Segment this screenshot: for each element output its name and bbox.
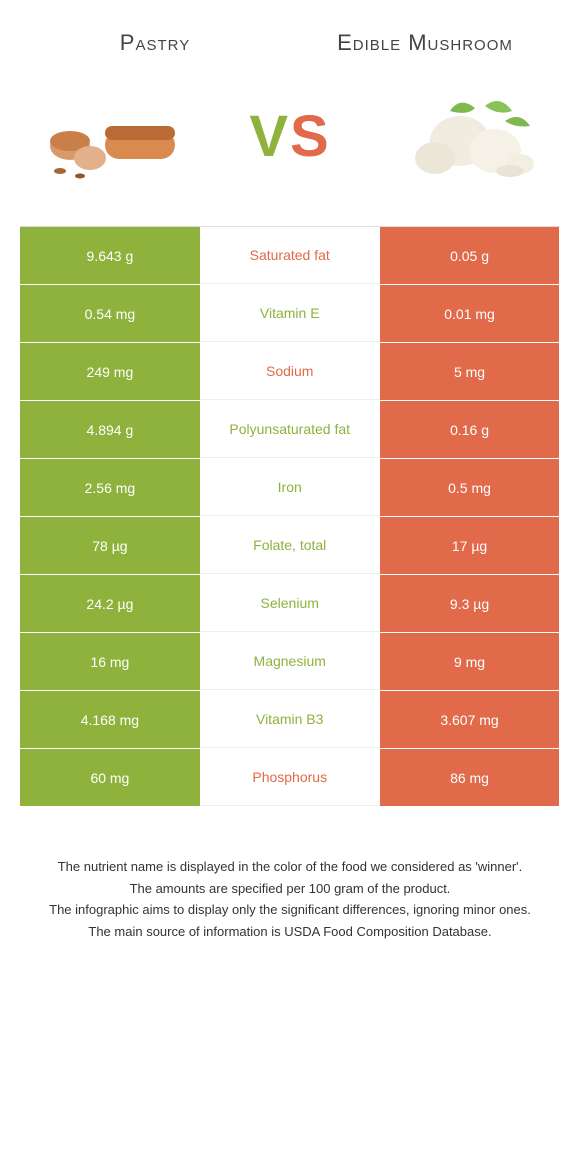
footer: The nutrient name is displayed in the co… [0, 807, 580, 941]
right-value: 3.607 mg [380, 691, 560, 748]
nutrient-name: Folate, total [200, 517, 380, 574]
mushroom-image [390, 76, 550, 196]
food-left-title: Pastry [47, 30, 263, 56]
vs-label: VS [249, 103, 330, 170]
nutrient-row: 4.894 gPolyunsaturated fat0.16 g [20, 401, 560, 459]
nutrient-row: 9.643 gSaturated fat0.05 g [20, 227, 560, 285]
right-value: 0.16 g [380, 401, 560, 458]
nutrient-row: 0.54 mgVitamin E0.01 mg [20, 285, 560, 343]
footer-line: The main source of information is USDA F… [30, 922, 550, 942]
nutrient-name: Phosphorus [200, 749, 380, 806]
left-value: 0.54 mg [20, 285, 200, 342]
left-value: 249 mg [20, 343, 200, 400]
left-value: 16 mg [20, 633, 200, 690]
nutrient-row: 78 µgFolate, total17 µg [20, 517, 560, 575]
right-value: 0.05 g [380, 227, 560, 284]
nutrient-name: Saturated fat [200, 227, 380, 284]
right-value: 9 mg [380, 633, 560, 690]
vs-v: V [249, 104, 290, 169]
nutrient-row: 60 mgPhosphorus86 mg [20, 749, 560, 807]
vs-s: S [290, 104, 331, 169]
nutrient-name: Selenium [200, 575, 380, 632]
nutrient-row: 24.2 µgSelenium9.3 µg [20, 575, 560, 633]
nutrient-row: 2.56 mgIron0.5 mg [20, 459, 560, 517]
pastry-image [30, 76, 190, 196]
nutrient-row: 16 mgMagnesium9 mg [20, 633, 560, 691]
food-right-title: Edible Mushroom [317, 30, 533, 56]
nutrient-name: Magnesium [200, 633, 380, 690]
left-value: 2.56 mg [20, 459, 200, 516]
footer-line: The nutrient name is displayed in the co… [30, 857, 550, 877]
right-value: 5 mg [380, 343, 560, 400]
nutrient-name: Sodium [200, 343, 380, 400]
images-row: VS [0, 66, 580, 226]
right-value: 0.01 mg [380, 285, 560, 342]
right-value: 9.3 µg [380, 575, 560, 632]
nutrient-row: 4.168 mgVitamin B33.607 mg [20, 691, 560, 749]
header: Pastry Edible Mushroom [0, 0, 580, 66]
nutrient-row: 249 mgSodium5 mg [20, 343, 560, 401]
nutrient-name: Iron [200, 459, 380, 516]
left-value: 4.894 g [20, 401, 200, 458]
nutrient-table: 9.643 gSaturated fat0.05 g0.54 mgVitamin… [20, 226, 560, 807]
left-value: 24.2 µg [20, 575, 200, 632]
left-value: 4.168 mg [20, 691, 200, 748]
nutrient-name: Polyunsaturated fat [200, 401, 380, 458]
footer-line: The amounts are specified per 100 gram o… [30, 879, 550, 899]
nutrient-name: Vitamin E [200, 285, 380, 342]
left-value: 9.643 g [20, 227, 200, 284]
right-value: 86 mg [380, 749, 560, 806]
left-value: 60 mg [20, 749, 200, 806]
right-value: 0.5 mg [380, 459, 560, 516]
left-value: 78 µg [20, 517, 200, 574]
right-value: 17 µg [380, 517, 560, 574]
nutrient-name: Vitamin B3 [200, 691, 380, 748]
footer-line: The infographic aims to display only the… [30, 900, 550, 920]
